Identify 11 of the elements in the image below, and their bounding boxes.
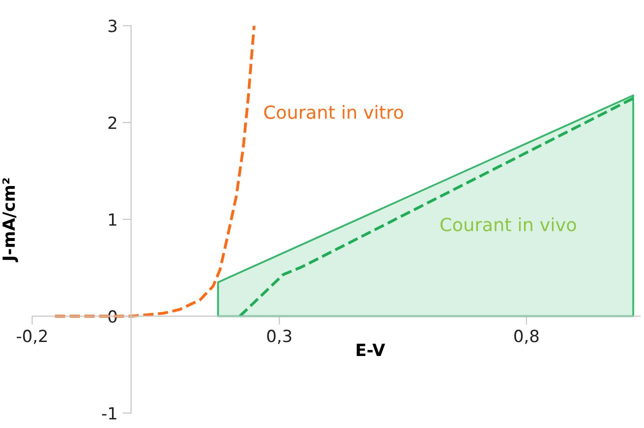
- y-tick-label: -1: [102, 407, 116, 420]
- y-axis-title: J-mA/cm²: [2, 178, 18, 262]
- x-axis-title: E-V: [356, 344, 386, 356]
- annotation: Courant in vivo: [440, 217, 576, 232]
- x-tick-label: -0,2: [16, 330, 47, 344]
- x-tick-label: 0,8: [514, 330, 539, 344]
- y-tick-label: 3: [108, 20, 117, 32]
- y-tick-label: 1: [109, 214, 116, 226]
- annotation: Courant in vitro: [264, 105, 404, 120]
- y-tick-label: 2: [108, 116, 116, 129]
- x-tick-label: 0,3: [267, 330, 292, 344]
